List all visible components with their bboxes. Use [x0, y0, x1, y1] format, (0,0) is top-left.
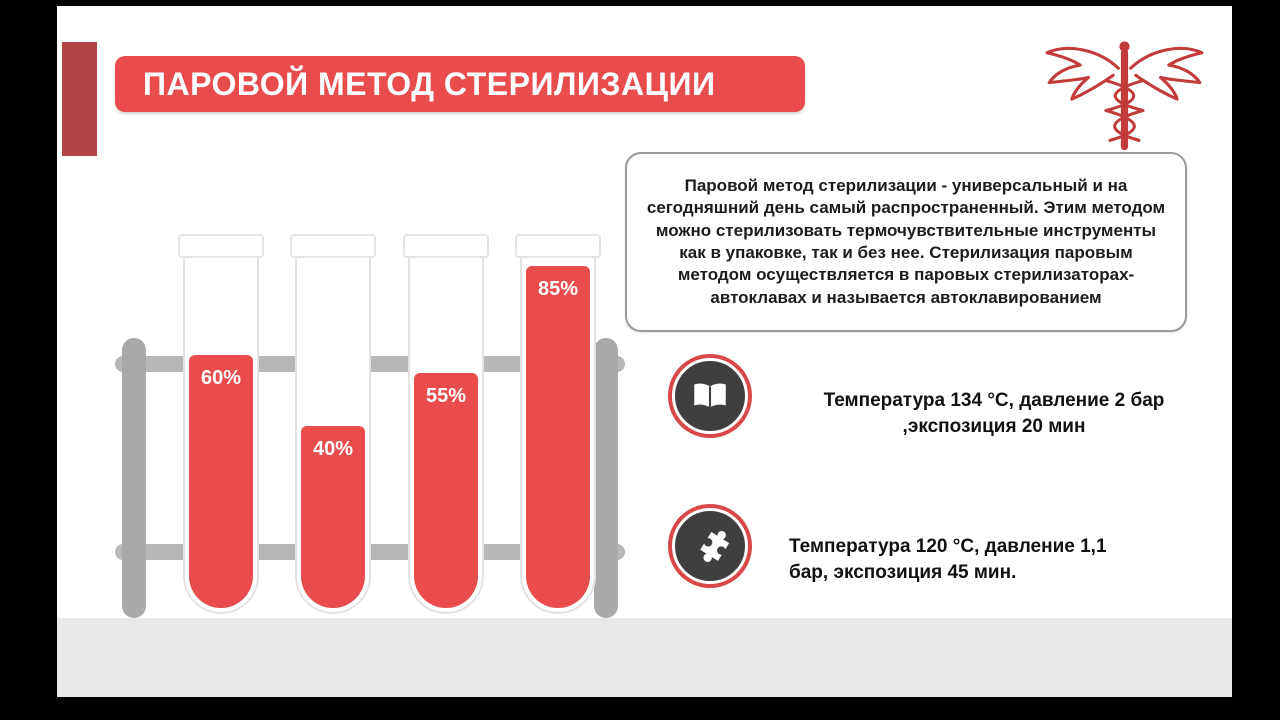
- tube-fill: 40%: [301, 426, 365, 608]
- tube-percent-label: 85%: [537, 278, 579, 301]
- rack-post-right: [594, 338, 618, 618]
- slide: ПАРОВОЙ МЕТОД СТЕРИЛИЗАЦИИ Паровой метод…: [57, 6, 1232, 697]
- fact-text-1: Температура 134 °С, давление 2 бар ,эксп…: [789, 388, 1199, 439]
- description-box: Паровой метод стерилизации - универсальн…: [625, 152, 1187, 332]
- fact-text-2: Температура 120 °С, давление 1,1 бар, эк…: [789, 534, 1169, 585]
- tube-body: 60%: [183, 256, 259, 614]
- title-banner: ПАРОВОЙ МЕТОД СТЕРИЛИЗАЦИИ: [115, 56, 805, 112]
- tube-fill: 55%: [414, 373, 478, 608]
- tube-fill: 85%: [526, 266, 590, 608]
- test-tube: 60%: [178, 234, 264, 614]
- tube-fill: 60%: [189, 355, 253, 608]
- tube-percent-label: 55%: [425, 385, 467, 408]
- tube-lip: [290, 234, 376, 258]
- test-tube: 40%: [290, 234, 376, 614]
- page-title: ПАРОВОЙ МЕТОД СТЕРИЛИЗАЦИИ: [143, 65, 716, 102]
- test-tube: 55%: [403, 234, 489, 614]
- fact-line: Температура 120 °С, давление 1,1: [789, 536, 1107, 557]
- description-text: Паровой метод стерилизации - универсальн…: [646, 175, 1166, 307]
- tube-body: 55%: [408, 256, 484, 614]
- tube-lip: [178, 234, 264, 258]
- rack-post-left: [122, 338, 146, 618]
- tube-body: 40%: [295, 256, 371, 614]
- tube-lip: [403, 234, 489, 258]
- fact-line: ,экспозиция 20 мин: [902, 415, 1086, 437]
- puzzle-icon: [672, 508, 748, 584]
- title-accent-bar: [62, 42, 97, 156]
- book-icon: [672, 358, 748, 434]
- bottom-gray-band: [57, 618, 1232, 697]
- caduceus-icon: [1042, 36, 1207, 154]
- tube-percent-label: 60%: [200, 367, 242, 390]
- tube-body: 85%: [520, 256, 596, 614]
- test-tube: 85%: [515, 234, 601, 614]
- tube-lip: [515, 234, 601, 258]
- tube-percent-label: 40%: [312, 438, 354, 461]
- fact-line: бар, экспозиция 45 мин.: [789, 561, 1017, 583]
- fact-line: Температура 134 °С, давление 2 бар: [823, 390, 1165, 411]
